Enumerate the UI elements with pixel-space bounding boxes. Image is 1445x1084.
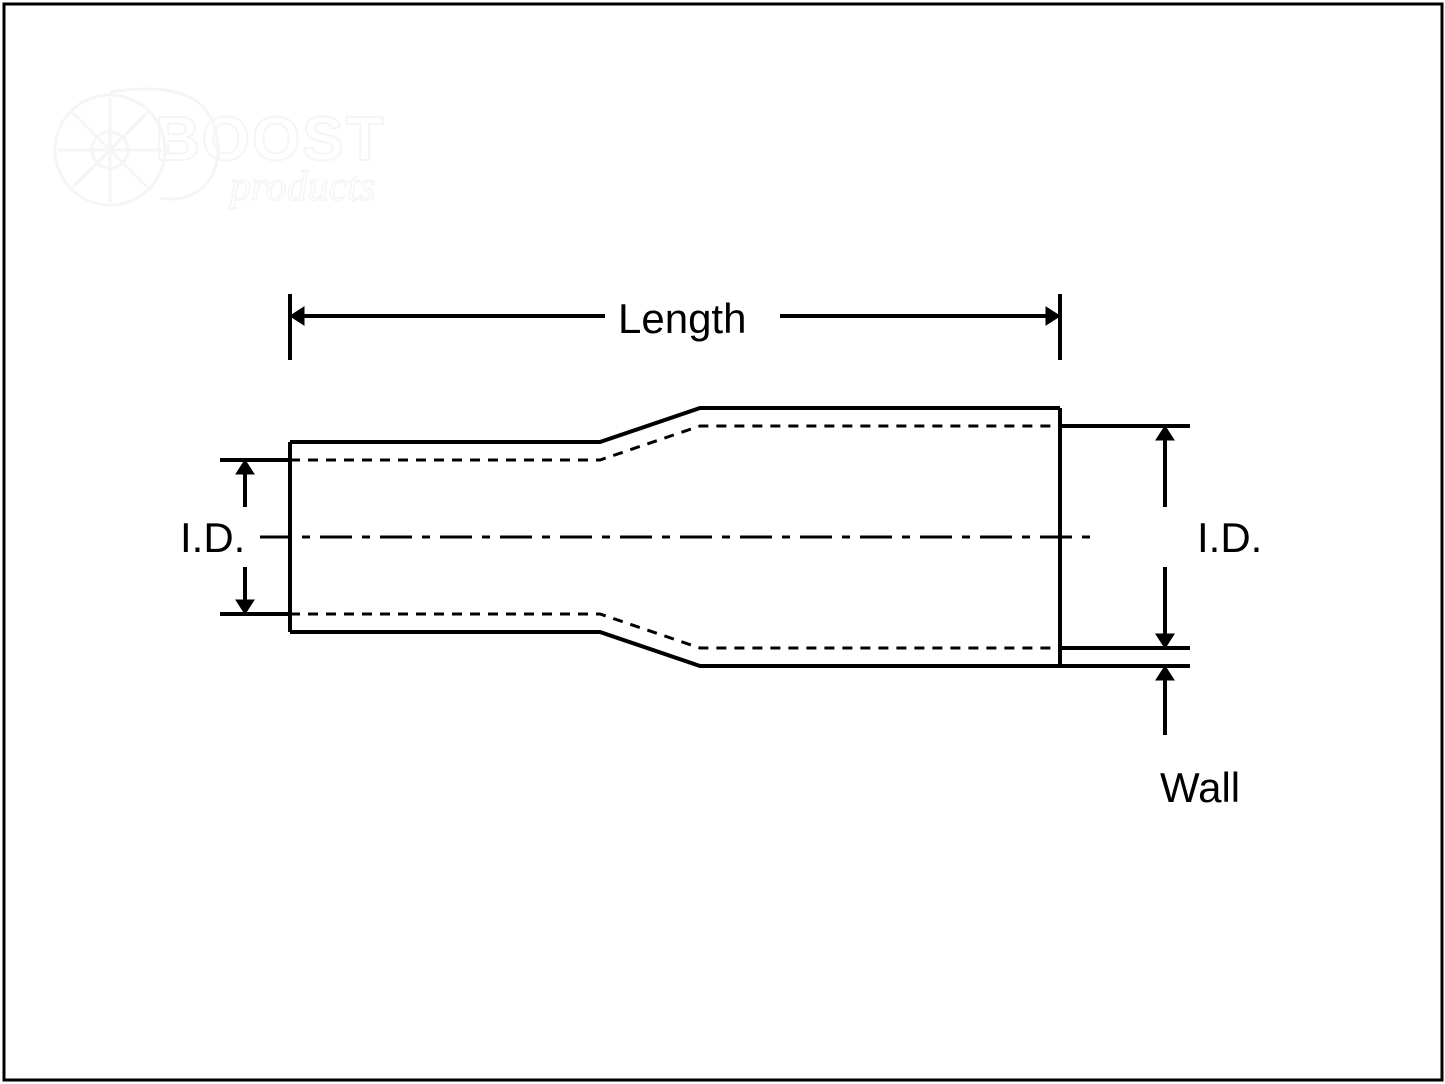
id-left-label: I.D.	[180, 514, 245, 562]
length-label: Length	[618, 295, 746, 343]
id-right-label: I.D.	[1197, 514, 1262, 562]
wall-label: Wall	[1160, 764, 1240, 812]
diagram-container: BOOST products Length I.D. I.D. Wall	[0, 0, 1445, 1084]
